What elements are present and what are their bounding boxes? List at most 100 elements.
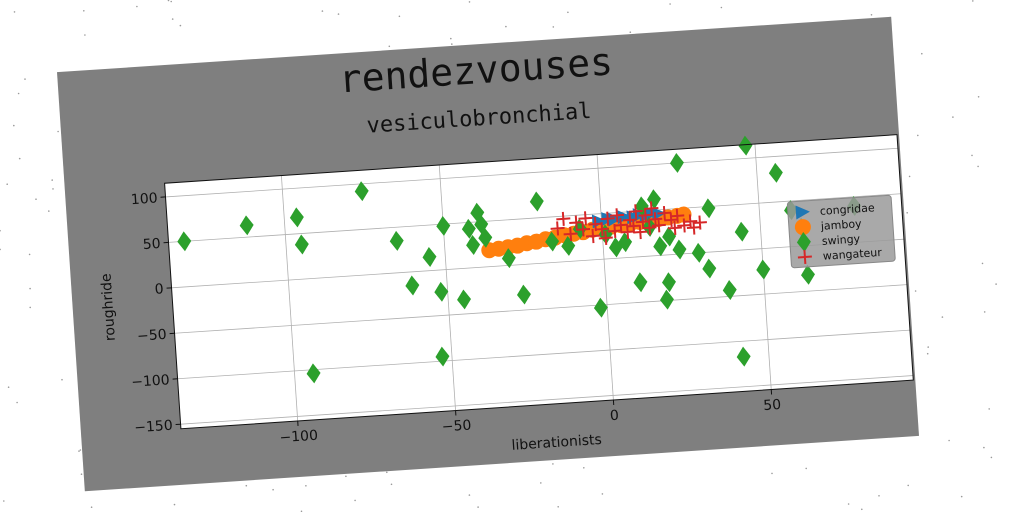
wangateur-point bbox=[692, 215, 707, 230]
noise-speck bbox=[805, 467, 807, 470]
wangateur-point bbox=[648, 212, 663, 227]
noise-speck bbox=[90, 506, 93, 509]
noise-speck bbox=[771, 472, 773, 475]
swingy-point bbox=[461, 218, 476, 239]
x-tick-label: −100 bbox=[279, 428, 318, 447]
noise-speck bbox=[305, 485, 307, 487]
swingy-point bbox=[306, 363, 321, 384]
noise-speck bbox=[941, 316, 944, 318]
noise-speck bbox=[847, 503, 850, 505]
swingy-point bbox=[768, 162, 783, 183]
swingy-point bbox=[722, 280, 737, 300]
noise-speck bbox=[552, 26, 555, 28]
noise-speck bbox=[345, 475, 347, 478]
wangateur-point bbox=[626, 219, 641, 234]
legend-label: congridae bbox=[819, 201, 875, 218]
noise-speck bbox=[388, 45, 391, 48]
swingy-point bbox=[177, 231, 192, 252]
swingy-point bbox=[608, 237, 623, 258]
noise-speck bbox=[29, 287, 31, 290]
wangateur-point bbox=[556, 211, 571, 226]
noise-speck bbox=[13, 124, 15, 127]
wangateur-point bbox=[550, 221, 565, 236]
y-tick-label: −150 bbox=[134, 418, 173, 437]
noise-speck bbox=[7, 386, 10, 389]
y-axis-label: roughride bbox=[98, 273, 118, 342]
noise-speck bbox=[0, 248, 1, 251]
noise-speck bbox=[952, 116, 954, 118]
noise-speck bbox=[13, 11, 16, 13]
y-grid-line bbox=[174, 284, 907, 334]
swingy-point bbox=[659, 289, 674, 310]
legend-entry: wangateur bbox=[797, 246, 883, 265]
swingy-point bbox=[422, 247, 437, 267]
wangateur-point bbox=[644, 201, 659, 216]
wangateur-point bbox=[651, 218, 666, 233]
y-tick-label: 0 bbox=[154, 281, 164, 298]
noise-speck bbox=[917, 134, 919, 137]
swingy-point bbox=[435, 346, 450, 367]
swingy-point bbox=[669, 152, 684, 173]
noise-speck bbox=[972, 0, 974, 2]
swingy-point bbox=[738, 135, 753, 156]
swingy-point bbox=[702, 258, 717, 279]
swingy-point bbox=[662, 226, 677, 247]
swingy-point bbox=[294, 234, 309, 255]
swingy-point bbox=[389, 230, 404, 251]
figure-card: rendezvouses vesiculobronchial −100 −50 0 5… bbox=[57, 16, 919, 492]
y-grid-line bbox=[165, 147, 898, 198]
swingy-point bbox=[701, 198, 716, 219]
plot-frame bbox=[164, 134, 914, 430]
swingy-point bbox=[672, 239, 687, 260]
noise-speck bbox=[990, 456, 993, 459]
wangateur-point bbox=[628, 204, 643, 219]
wangateur-point bbox=[638, 208, 653, 223]
swingy-point bbox=[354, 181, 369, 202]
swingy-point bbox=[434, 281, 449, 302]
x-grid-line bbox=[438, 165, 456, 411]
noise-speck bbox=[914, 290, 917, 292]
noise-speck bbox=[451, 43, 453, 45]
wangateur-point bbox=[613, 218, 628, 233]
wangateur-point bbox=[578, 211, 593, 226]
x-tick-label: −50 bbox=[441, 417, 472, 435]
noise-speck bbox=[51, 179, 53, 181]
noise-speck bbox=[16, 401, 18, 404]
legend-entry: jamboy bbox=[794, 217, 862, 236]
noise-speck bbox=[583, 467, 585, 469]
noise-speck bbox=[468, 494, 471, 496]
noise-speck bbox=[0, 229, 1, 232]
legend-box bbox=[786, 194, 896, 269]
noise-speck bbox=[948, 439, 950, 442]
y-grid-line bbox=[177, 329, 910, 380]
noise-speck bbox=[52, 188, 54, 190]
noise-speck bbox=[29, 306, 32, 309]
wangateur-point bbox=[585, 229, 601, 244]
noise-speck bbox=[386, 471, 388, 474]
swingy-point bbox=[545, 231, 560, 252]
wangateur-point bbox=[633, 224, 648, 240]
swingy-point bbox=[405, 275, 420, 296]
noise-speck bbox=[921, 52, 923, 55]
noise-speck bbox=[136, 5, 138, 8]
x-tick-label: 0 bbox=[609, 408, 619, 425]
noise-speck bbox=[971, 154, 973, 157]
swingy-point bbox=[239, 215, 254, 236]
noise-speck bbox=[179, 24, 182, 27]
noise-speck bbox=[173, 503, 176, 506]
wangateur-point bbox=[683, 214, 698, 229]
swingy-point bbox=[801, 264, 815, 285]
noise-speck bbox=[477, 506, 479, 508]
x-grid-line bbox=[596, 154, 614, 401]
noise-speck bbox=[3, 500, 5, 502]
wangateur-point bbox=[670, 208, 685, 223]
noise-speck bbox=[720, 6, 723, 9]
y-tick-label: 100 bbox=[130, 190, 158, 208]
plot-area bbox=[164, 134, 914, 429]
swingy-point bbox=[646, 189, 661, 210]
wangateur-point bbox=[600, 211, 615, 226]
noise-speck bbox=[870, 14, 873, 16]
swingy-point bbox=[661, 272, 676, 293]
swingy-point bbox=[289, 207, 304, 228]
swingy-point bbox=[457, 289, 472, 310]
